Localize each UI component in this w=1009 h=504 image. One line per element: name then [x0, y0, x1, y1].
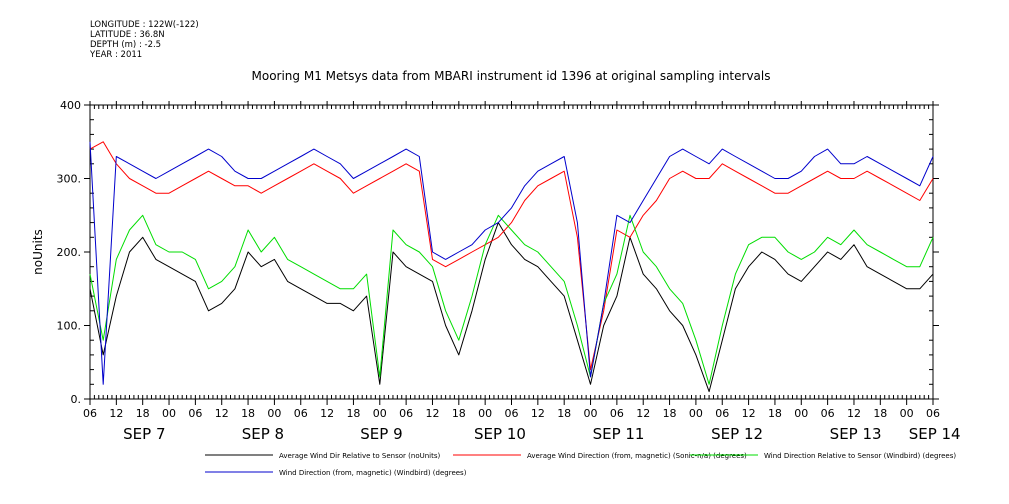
x-tick-label: 12 — [320, 407, 334, 420]
meta-longitude: LONGITUDE : 122W(-122) — [90, 20, 199, 30]
series-line-3 — [89, 214, 934, 385]
x-tick-label: 18 — [768, 407, 782, 420]
x-tick-label: 12 — [425, 407, 439, 420]
legend-label-2: Average Wind Direction (from, magnetic) … — [527, 452, 747, 460]
y-tick-label: 400 — [60, 99, 81, 112]
x-tick-label: 06 — [505, 407, 519, 420]
legend-label-4: Wind Direction (from, magnetic) (Windbir… — [279, 469, 467, 477]
x-tick-label: 18 — [873, 407, 887, 420]
y-tick-label: 300. — [57, 173, 82, 186]
day-label: SEP 14 — [909, 425, 961, 443]
legend-label-3: Wind Direction Relative to Sensor (Windb… — [764, 452, 956, 460]
x-tick-label: 12 — [636, 407, 650, 420]
x-tick-label: 06 — [715, 407, 729, 420]
x-tick-label: 00 — [794, 407, 808, 420]
legend-label-1: Average Wind Dir Relative to Sensor (noU… — [279, 452, 440, 460]
x-tick-label: 12 — [742, 407, 756, 420]
day-label: SEP 11 — [593, 425, 645, 443]
x-tick-label: 18 — [241, 407, 255, 420]
meta-year: YEAR : 2011 — [90, 50, 143, 60]
x-tick-label: 18 — [346, 407, 360, 420]
x-tick-label: 06 — [926, 407, 940, 420]
x-tick-label: 18 — [452, 407, 466, 420]
y-tick-label: 0. — [71, 393, 82, 406]
x-tick-label: 18 — [557, 407, 571, 420]
x-tick-label: 00 — [162, 407, 176, 420]
series-line-2 — [89, 141, 934, 371]
x-tick-label: 00 — [900, 407, 914, 420]
day-label: SEP 7 — [123, 425, 165, 443]
day-label: SEP 13 — [830, 425, 882, 443]
series-layer — [89, 141, 934, 393]
x-tick-label: 18 — [663, 407, 677, 420]
x-tick-label: 00 — [373, 407, 387, 420]
legend: Average Wind Dir Relative to Sensor (noU… — [205, 452, 956, 477]
y-tick-label: 200. — [57, 246, 82, 259]
day-label: SEP 12 — [711, 425, 763, 443]
x-tick-label: 12 — [215, 407, 229, 420]
x-tick-label: 00 — [584, 407, 598, 420]
x-tick-label: 06 — [188, 407, 202, 420]
x-tick-label: 06 — [294, 407, 308, 420]
chart-title: Mooring M1 Metsys data from MBARI instru… — [252, 69, 771, 83]
x-tick-label: 06 — [821, 407, 835, 420]
x-tick-label: 12 — [109, 407, 123, 420]
x-tick-label: 00 — [267, 407, 281, 420]
metadata-block: LONGITUDE : 122W(-122) LATITUDE : 36.8N … — [90, 20, 199, 60]
meta-depth: DEPTH (m) : -2.5 — [90, 40, 162, 50]
day-label: SEP 9 — [360, 425, 402, 443]
day-label: SEP 10 — [474, 425, 526, 443]
x-tick-label: 06 — [83, 407, 97, 420]
y-tick-label: 100. — [57, 320, 82, 333]
series-line-1 — [89, 222, 934, 393]
series-line-4 — [89, 141, 934, 385]
x-tick-label: 00 — [478, 407, 492, 420]
x-tick-label: 12 — [531, 407, 545, 420]
day-label: SEP 8 — [242, 425, 284, 443]
x-tick-label: 12 — [847, 407, 861, 420]
plot-frame — [89, 104, 934, 400]
y-axis-label: noUnits — [31, 229, 45, 275]
x-tick-label: 00 — [689, 407, 703, 420]
x-tick-label: 06 — [399, 407, 413, 420]
meta-latitude: LATITUDE : 36.8N — [90, 30, 165, 40]
axes-layer: 0. 100. 200. 300. 400 06 12 18 00 06 12 18 00 06 12 18 0… — [57, 99, 961, 443]
x-tick-label: 18 — [136, 407, 150, 420]
x-tick-label: 06 — [610, 407, 624, 420]
